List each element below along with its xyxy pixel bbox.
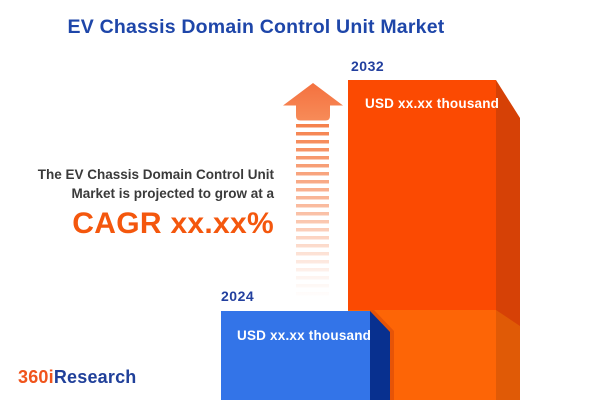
- arrow-head-icon: [283, 83, 343, 121]
- logo-prefix: 360i: [18, 367, 54, 387]
- bar-2024-front: [221, 311, 370, 400]
- bar-2024-value-label: USD xx.xx thousand: [237, 328, 372, 343]
- annotation: The EV Chassis Domain Control Unit Marke…: [38, 165, 274, 240]
- logo: 360iResearch: [18, 367, 137, 388]
- bar-2024-year-label: 2024: [221, 288, 255, 304]
- bar-2024-side: [370, 311, 390, 400]
- bar-2032-overlap-side: [496, 310, 520, 400]
- cagr-text: CAGR xx.xx%: [72, 207, 274, 240]
- annotation-line-1: The EV Chassis Domain Control Unit: [37, 167, 274, 182]
- bar-2032-year-label: 2032: [351, 58, 385, 74]
- bar-2032-value-label: USD xx.xx thousand: [365, 96, 500, 111]
- logo-suffix: Research: [53, 367, 137, 387]
- annotation-line-2: Market is projected to grow at a: [71, 186, 274, 201]
- growth-arrow-icon: [283, 83, 343, 300]
- arrow-dashed-shaft: [296, 124, 329, 300]
- arrow-fade-overlay: [296, 124, 329, 300]
- page-title: EV Chassis Domain Control Unit Market: [67, 16, 445, 38]
